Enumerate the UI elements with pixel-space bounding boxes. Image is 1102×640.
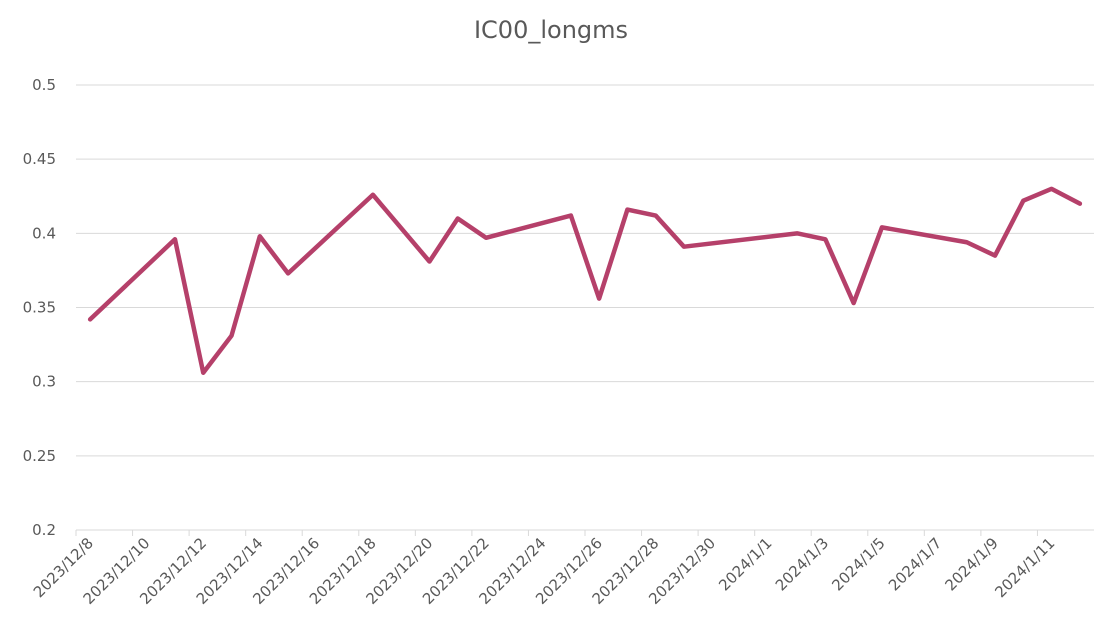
x-tick-label: 2024/1/5 (828, 534, 888, 594)
y-tick-label: 0.45 (23, 150, 56, 168)
x-tick-label: 2024/1/1 (715, 534, 775, 594)
x-tick-label: 2024/1/7 (885, 534, 945, 594)
y-tick-label: 0.4 (32, 224, 56, 242)
x-tick-label: 2024/1/9 (941, 534, 1001, 594)
y-tick-label: 0.3 (32, 373, 56, 391)
y-tick-label: 0.35 (23, 299, 56, 317)
chart-title: IC00_longms (474, 16, 628, 44)
y-tick-label: 0.25 (23, 447, 56, 465)
x-tick-label: 2024/1/11 (991, 534, 1058, 601)
x-tick-label: 2024/1/3 (772, 534, 832, 594)
data-line (87, 186, 1083, 376)
y-tick-label: 0.2 (32, 521, 56, 539)
y-tick-label: 0.5 (32, 76, 56, 94)
